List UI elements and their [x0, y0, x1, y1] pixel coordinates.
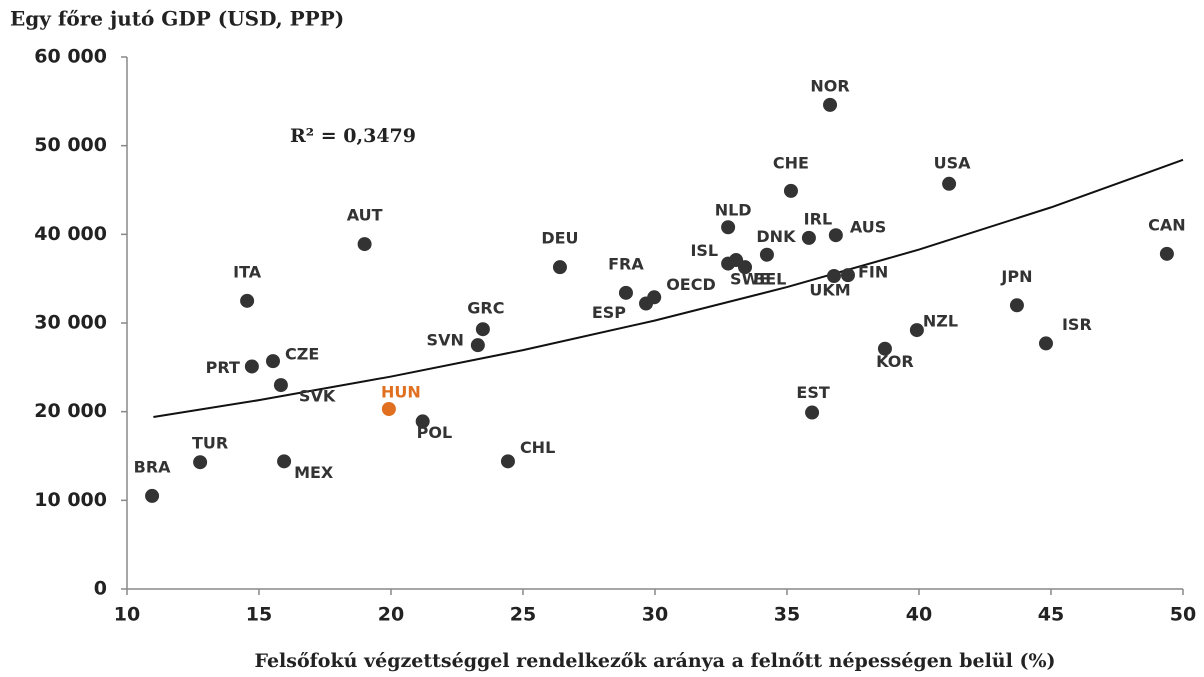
point: [500, 454, 515, 469]
point-label: JPN: [1000, 267, 1032, 286]
point: [877, 341, 892, 356]
point: [738, 260, 753, 275]
point-label: ESP: [592, 303, 626, 322]
point-label: EST: [796, 383, 829, 402]
point-label: CAN: [1148, 215, 1186, 234]
point: [381, 402, 396, 417]
x-tick-label: 25: [510, 604, 536, 626]
point-label: UKM: [809, 281, 850, 300]
point-label: CZE: [285, 345, 319, 364]
point: [470, 338, 485, 353]
point-label: USA: [934, 153, 972, 172]
point: [618, 285, 633, 300]
point: [647, 290, 662, 305]
point: [909, 323, 924, 338]
point: [273, 378, 288, 393]
point: [552, 260, 567, 275]
x-tick-label: 30: [642, 604, 668, 626]
point-label: FRA: [608, 254, 644, 273]
point: [240, 293, 255, 308]
point-label: TUR: [192, 434, 228, 453]
y-tick-label: 10 000: [34, 489, 107, 511]
point: [721, 220, 736, 235]
point-label: PRT: [206, 358, 240, 377]
y-tick-label: 0: [94, 578, 107, 600]
x-tick-label: 20: [378, 604, 404, 626]
point-label: ISL: [690, 241, 718, 260]
point: [942, 176, 957, 191]
y-tick-label: 20 000: [34, 400, 107, 422]
point-label: NZL: [923, 312, 958, 331]
x-tick-label: 45: [1038, 604, 1064, 626]
y-tick-label: 50 000: [34, 134, 107, 156]
point: [823, 97, 838, 112]
point-label: IRL: [804, 209, 832, 228]
point: [801, 230, 816, 245]
point-label: HUN: [381, 383, 421, 402]
point: [415, 414, 430, 429]
point: [145, 488, 160, 503]
point-label: AUT: [347, 206, 383, 225]
point-label: CHE: [773, 153, 809, 172]
point-label: SVK: [299, 387, 336, 406]
point-label: GRC: [467, 299, 504, 318]
point-label: BEL: [753, 270, 786, 289]
point: [1038, 336, 1053, 351]
point-label: KOR: [876, 352, 914, 371]
point: [783, 183, 798, 198]
point: [193, 455, 208, 470]
chart-title: Egy főre jutó GDP (USD, PPP): [10, 7, 344, 31]
point-label: MEX: [294, 463, 334, 482]
point: [244, 359, 259, 374]
y-tick-label: 40 000: [34, 223, 107, 245]
point: [475, 322, 490, 337]
point: [1009, 298, 1024, 313]
point-label: NOR: [810, 76, 849, 95]
y-tick-label: 30 000: [34, 312, 107, 334]
point: [759, 247, 774, 262]
point: [828, 228, 843, 243]
point: [357, 237, 372, 252]
point-label: AUS: [850, 218, 886, 237]
point-label: OECD: [666, 275, 716, 294]
x-tick-label: 40: [906, 604, 932, 626]
annotation: R² = 0,3479: [290, 125, 416, 147]
x-tick-label: 35: [774, 604, 800, 626]
point: [826, 269, 841, 284]
y-tick-label: 60 000: [34, 46, 107, 68]
point-label: NLD: [715, 201, 752, 220]
point: [265, 354, 280, 369]
point-label: FIN: [858, 263, 888, 282]
point-label: SVN: [427, 331, 464, 350]
x-tick-label: 50: [1170, 604, 1196, 626]
point-label: DNK: [756, 227, 796, 246]
point: [840, 268, 855, 283]
point: [277, 454, 292, 469]
x-axis-label: Felsőfokú végzettséggel rendelkezők arán…: [255, 650, 1056, 672]
point: [1159, 246, 1174, 261]
trendline: [153, 158, 1184, 418]
point-label: POL: [417, 423, 453, 442]
point-label: SWE: [730, 270, 770, 289]
point-label: ITA: [233, 262, 262, 281]
point: [805, 405, 820, 420]
point-label: CHL: [520, 438, 555, 457]
point-label: DEU: [541, 229, 578, 248]
point-label: ISR: [1062, 315, 1092, 334]
x-tick-label: 10: [114, 604, 140, 626]
point-label: BRA: [134, 457, 172, 476]
x-tick-label: 15: [246, 604, 272, 626]
